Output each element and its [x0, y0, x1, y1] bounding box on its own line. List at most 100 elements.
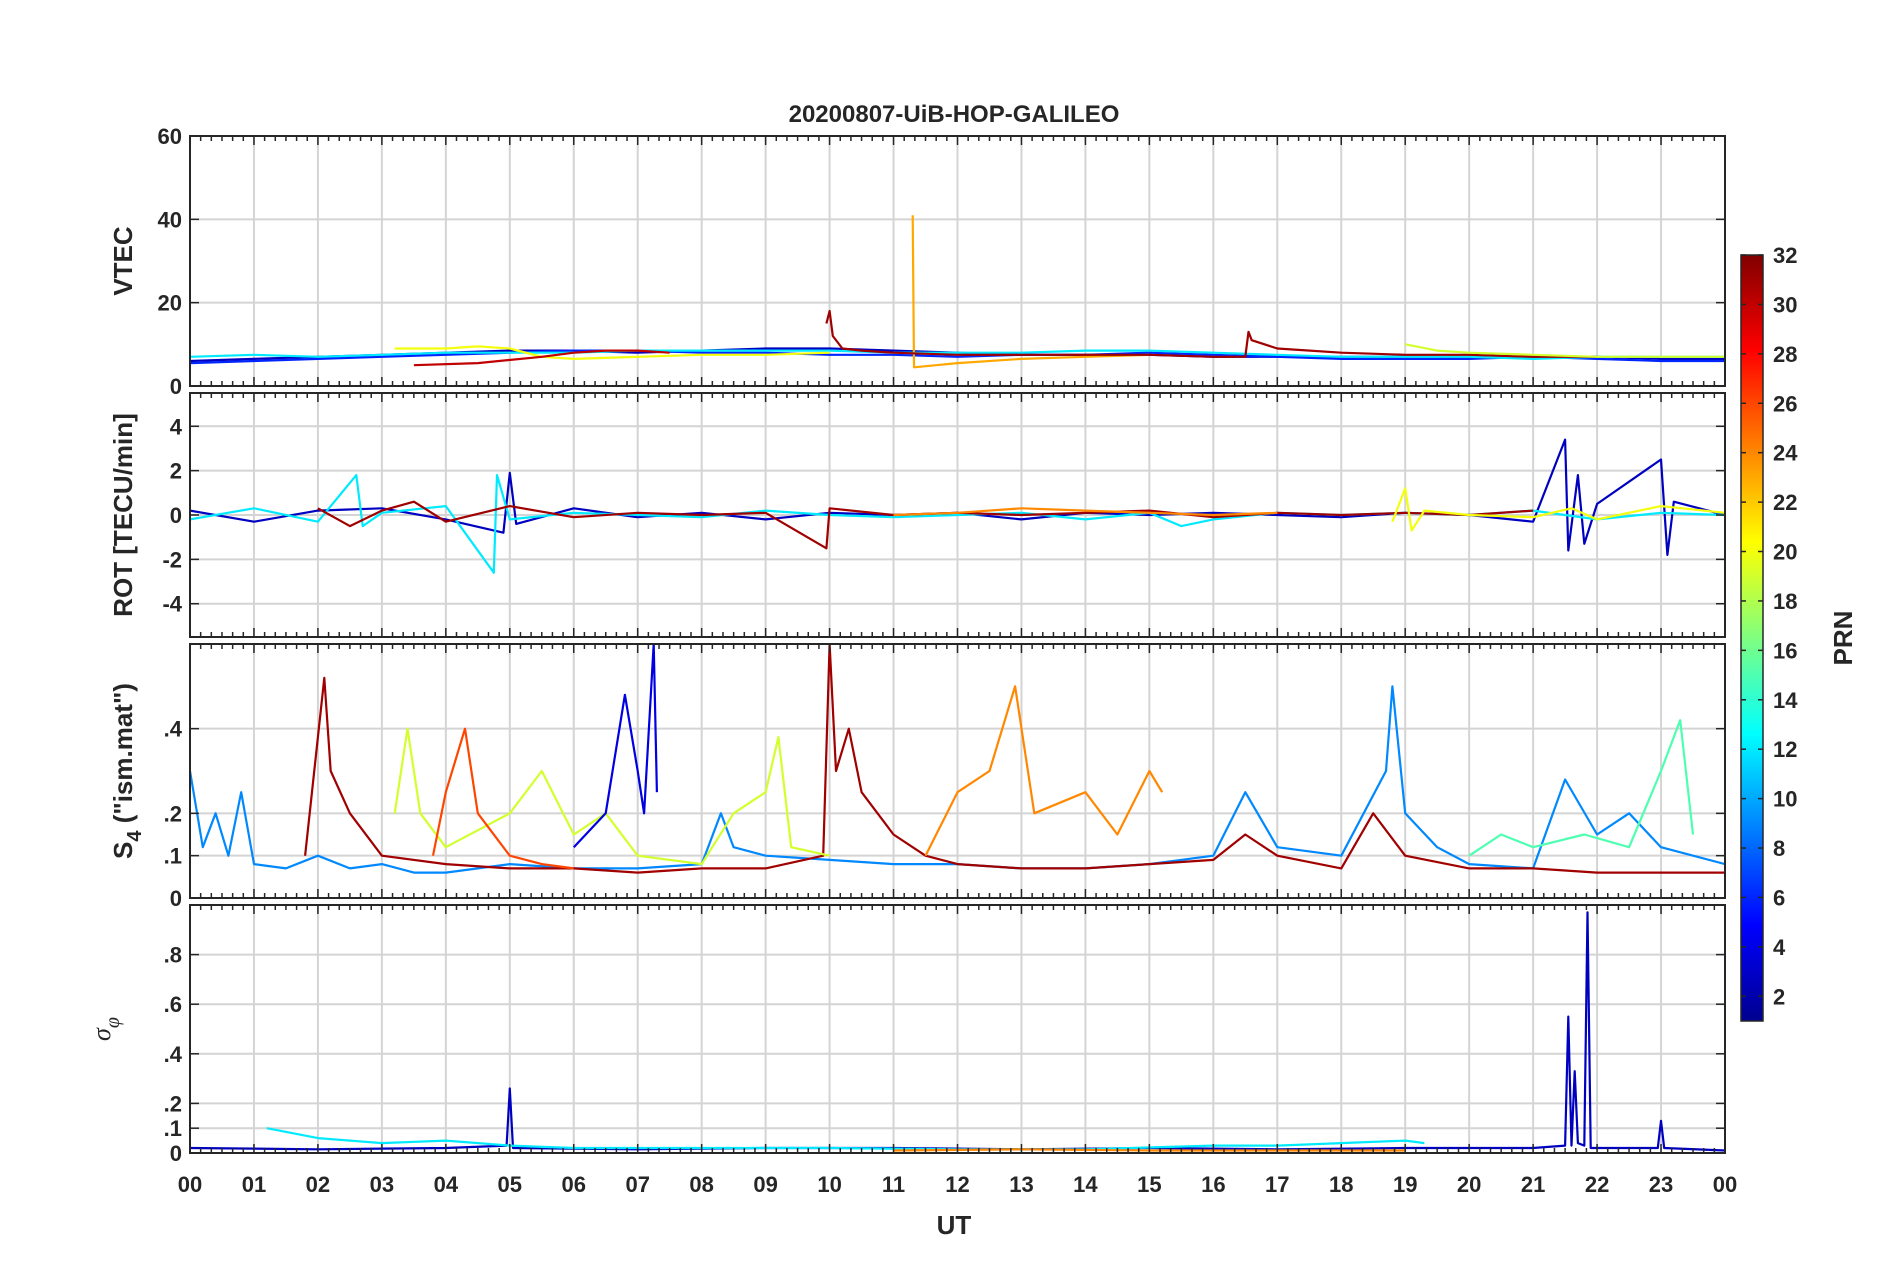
colorbar-tick-label: 20	[1773, 540, 1797, 565]
y-tick-label: .6	[164, 992, 182, 1017]
colorbar-tick-label: 8	[1773, 836, 1785, 861]
panel-frame	[189, 135, 1726, 387]
x-tick-label: 14	[1073, 1172, 1098, 1197]
y-axis-label-main: σ	[87, 1027, 116, 1041]
series-line-prn-24	[893, 507, 1278, 517]
colorbar-tick-label: 10	[1773, 787, 1797, 812]
series-line-prn-15	[1468, 719, 1695, 857]
y-tick-label: -2	[162, 547, 182, 572]
x-tick-label: 18	[1329, 1172, 1353, 1197]
panel-frame	[189, 643, 1726, 899]
grid	[190, 905, 1725, 1153]
y-axis-label-vtec: VTEC	[108, 226, 138, 296]
x-tick-label: 00	[178, 1172, 202, 1197]
colorbar-gradient	[1740, 254, 1764, 1022]
y-axis-label-sub: φ	[102, 1017, 124, 1028]
x-axis-label: UT	[937, 1210, 972, 1240]
colorbar-tick-label: 32	[1773, 243, 1797, 268]
x-tick-label: 01	[242, 1172, 266, 1197]
x-tick-label: 10	[817, 1172, 841, 1197]
series-line-prn-24	[924, 685, 1164, 857]
x-tick-label: 04	[434, 1172, 459, 1197]
series-line-prn-12	[190, 349, 1725, 360]
series-line-prn-4	[572, 644, 658, 848]
y-tick-label: 0	[170, 503, 182, 528]
x-tick-label: 07	[625, 1172, 649, 1197]
x-tick-label: 11	[882, 1172, 905, 1197]
series-line-prn-23	[911, 215, 1150, 369]
colorbar-tick-label: 22	[1773, 490, 1797, 515]
colorbar-label: PRN	[1828, 611, 1858, 666]
colorbar-tick-label: 2	[1773, 984, 1785, 1009]
panel-frame	[189, 904, 1726, 1154]
y-tick-label: .2	[164, 1091, 182, 1116]
x-tick-label: 02	[306, 1172, 330, 1197]
series-line-prn-31	[317, 500, 1534, 550]
x-tick-label: 21	[1521, 1172, 1545, 1197]
y-axis-label-sub: 4	[124, 830, 146, 842]
x-tick-label: 05	[498, 1172, 522, 1197]
y-tick-label: 60	[158, 124, 182, 149]
panel-vtec: 0 20 40 60 VTEC	[108, 124, 1726, 399]
y-tick-label: .1	[164, 1116, 182, 1141]
series-line-prn-9	[190, 685, 1725, 874]
x-tick-label: 00	[1713, 1172, 1737, 1197]
panel-rot: -4 -2 0 2 4 ROT [TECU/min]	[108, 392, 1726, 638]
y-tick-label: 0	[170, 1141, 182, 1166]
series-group	[190, 215, 1725, 369]
y-tick-label: .8	[164, 943, 182, 968]
x-tick-label: 17	[1265, 1172, 1289, 1197]
y-tick-label: 2	[170, 459, 182, 484]
y-tick-label: -4	[162, 592, 182, 617]
series-group	[190, 438, 1725, 574]
colorbar-tick-label: 18	[1773, 589, 1797, 614]
y-tick-label: 40	[158, 207, 182, 232]
y-tick-label: 0	[170, 886, 182, 911]
x-axis: 00 01 02 03 04 05 06 07 08 09 10 11 12 13 14 15 16 17 18 19…	[178, 1172, 1737, 1197]
chart-title: 20200807-UiB-HOP-GALILEO	[789, 101, 1120, 128]
panel-frame	[189, 392, 1726, 638]
series-line-prn-20	[1391, 487, 1725, 532]
x-tick-label: 06	[562, 1172, 586, 1197]
x-tick-label: 03	[370, 1172, 394, 1197]
colorbar-tick-label: 4	[1773, 935, 1786, 960]
colorbar-tick-label: 6	[1773, 885, 1785, 910]
x-tick-label: 22	[1585, 1172, 1609, 1197]
y-tick-label: .1	[164, 844, 182, 869]
colorbar-tick-label: 28	[1773, 342, 1797, 367]
series-group	[190, 644, 1725, 874]
colorbar-tick-label: 12	[1773, 737, 1797, 762]
colorbar-tick-label: 26	[1773, 391, 1797, 416]
y-axis-label-sigma-phi: σφ	[87, 1017, 124, 1041]
panel-s4: 0 .1 .2 .4 S4 ("ism.mat")	[108, 643, 1726, 911]
x-tick-label: 19	[1393, 1172, 1417, 1197]
colorbar-tick-label: 30	[1773, 292, 1797, 317]
y-tick-label: 20	[158, 291, 182, 316]
y-tick-label: .4	[164, 717, 183, 742]
x-tick-label: 12	[945, 1172, 969, 1197]
series-line-prn-20	[394, 345, 830, 360]
series-line-prn-31	[304, 644, 1725, 874]
series-line-prn-30	[413, 349, 670, 367]
grid	[190, 644, 1725, 898]
x-tick-label: 15	[1137, 1172, 1161, 1197]
series-line-prn-26	[431, 727, 574, 870]
y-tick-label: 0	[170, 374, 182, 399]
colorbar-tick-label: 14	[1773, 688, 1798, 713]
colorbar-tick-label: 24	[1773, 441, 1798, 466]
panel-sigma-phi: 0.1.2 .4 .6 .8 σφ	[87, 904, 1726, 1166]
colorbar-tick-label: 16	[1773, 638, 1797, 663]
x-tick-label: 13	[1009, 1172, 1033, 1197]
series-line-prn-31	[825, 309, 1598, 358]
x-tick-label: 09	[753, 1172, 777, 1197]
grid	[190, 136, 1725, 386]
x-tick-label: 08	[689, 1172, 713, 1197]
x-tick-label: 23	[1649, 1172, 1673, 1197]
y-tick-label: .2	[164, 801, 182, 826]
y-axis-label-rest: ("ism.mat")	[108, 683, 138, 830]
y-tick-label: .4	[164, 1042, 183, 1067]
y-axis-label-main: S	[108, 842, 138, 859]
x-tick-label: 16	[1201, 1172, 1225, 1197]
